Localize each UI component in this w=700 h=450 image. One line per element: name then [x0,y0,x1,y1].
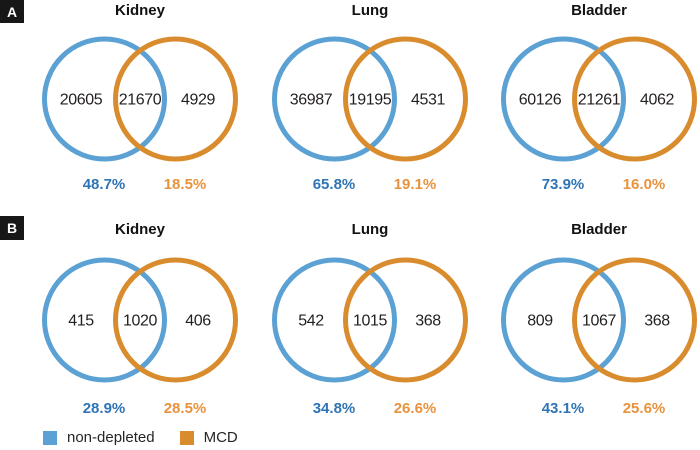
venn-diagram: 809 1067 368 [501,257,697,383]
mcd-circle [113,36,238,162]
right-only-count: 4531 [411,92,445,109]
mcd-circle [572,36,697,162]
non-depleted-percentage: 65.8% [312,176,356,193]
panel-title: Lung [351,2,389,19]
venn-diagram: 36987 19195 4531 [272,36,468,162]
intersection-count: 1015 [353,313,387,330]
left-only-count: 809 [527,313,553,330]
percentages: 48.7% 18.5% [25,176,255,194]
legend-label: non-depleted [67,429,155,446]
non-depleted-circle [501,36,626,162]
non-depleted-percentage: 73.9% [541,176,585,193]
venn-diagram: 415 1020 406 [42,257,238,383]
intersection-count: 1020 [123,313,157,330]
panel-title: Bladder [571,221,627,238]
intersection-count: 1067 [582,313,616,330]
row-b: Kidney 415 1020 406 28.9% 28.5% Lung 542… [0,219,700,419]
mcd-percentage: 28.5% [163,400,207,417]
non-depleted-percentage: 43.1% [541,400,585,417]
non-depleted-percentage: 34.8% [312,400,356,417]
mcd-circle [343,36,468,162]
mcd-circle [113,257,238,383]
mcd-percentage: 18.5% [163,176,207,193]
left-only-count: 60126 [519,92,562,109]
left-only-count: 20605 [60,92,103,109]
mcd-circle [343,257,468,383]
non-depleted-circle [42,36,167,162]
right-only-count: 406 [185,313,211,330]
left-only-count: 415 [68,313,94,330]
venn-panel-a-kidney: Kidney 20605 21670 4929 48.7% 18.5% [25,0,255,200]
non-depleted-percentage: 28.9% [82,400,126,417]
legend-label: MCD [203,429,238,446]
mcd-percentage: 26.6% [393,400,437,417]
mcd-circle [572,257,697,383]
right-only-count: 368 [415,313,441,330]
panel-title: Kidney [114,2,165,19]
percentages: 28.9% 28.5% [25,400,255,418]
mcd-percentage: 19.1% [393,176,437,193]
right-only-count: 368 [644,313,670,330]
venn-panel-b-kidney: Kidney 415 1020 406 28.9% 28.5% [25,219,255,419]
legend-item-non-depleted: non-depleted [43,429,155,446]
panel-title: Bladder [571,2,627,19]
intersection-count: 21261 [578,92,621,109]
venn-diagram: 60126 21261 4062 [501,36,697,162]
mcd-swatch-icon [179,430,194,445]
mcd-percentage: 25.6% [622,400,666,417]
non-depleted-circle [272,257,397,383]
non-depleted-circle [272,36,397,162]
right-only-count: 4062 [640,92,674,109]
venn-diagram: 542 1015 368 [272,257,468,383]
venn-panel-a-lung: Lung 36987 19195 4531 65.8% 19.1% [255,0,485,200]
venn-diagram: 20605 21670 4929 [42,36,238,162]
percentages: 73.9% 16.0% [484,176,700,194]
row-a: Kidney 20605 21670 4929 48.7% 18.5% Lung… [0,0,700,200]
left-only-count: 542 [298,313,324,330]
percentages: 34.8% 26.6% [255,400,485,418]
intersection-count: 19195 [349,92,392,109]
percentages: 43.1% 25.6% [484,400,700,418]
legend: non-depleted MCD [43,429,238,446]
legend-item-mcd: MCD [179,429,238,446]
non-depleted-circle [501,257,626,383]
non-depleted-swatch-icon [43,430,57,445]
panel-label-b: B [0,216,24,240]
percentages: 65.8% 19.1% [255,176,485,194]
venn-panel-a-bladder: Bladder 60126 21261 4062 73.9% 16.0% [484,0,700,200]
panel-title: Kidney [114,221,165,238]
panel-title: Lung [351,221,389,238]
left-only-count: 36987 [290,92,333,109]
intersection-count: 21670 [119,92,162,109]
right-only-count: 4929 [181,92,215,109]
non-depleted-percentage: 48.7% [82,176,126,193]
mcd-percentage: 16.0% [622,176,666,193]
panel-label-a: A [0,0,24,23]
venn-panel-b-lung: Lung 542 1015 368 34.8% 26.6% [255,219,485,419]
non-depleted-circle [42,257,167,383]
venn-panel-b-bladder: Bladder 809 1067 368 43.1% 25.6% [484,219,700,419]
